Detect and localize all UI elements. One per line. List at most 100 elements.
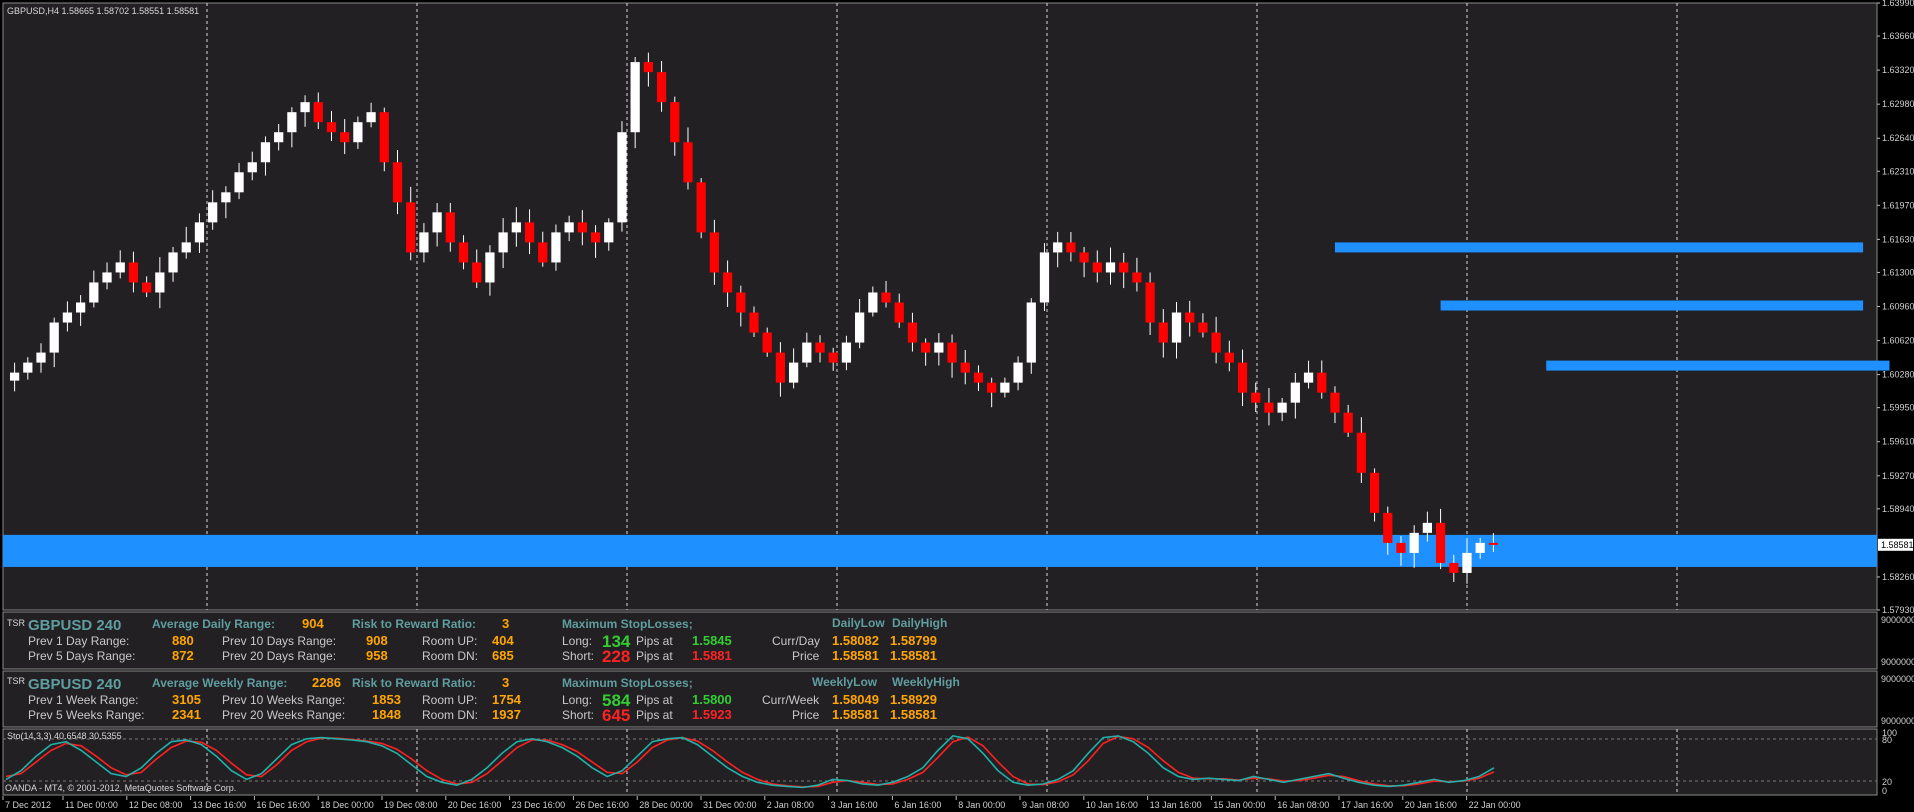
- short-pips: 645: [602, 706, 630, 725]
- candle-body: [287, 112, 297, 133]
- candle-body: [326, 122, 337, 133]
- avg-range-value: 2286: [312, 675, 341, 690]
- candle: [894, 293, 904, 328]
- candle: [617, 121, 627, 232]
- candle: [1343, 404, 1353, 437]
- time-tick-label: 8 Jan 00:00: [958, 800, 1005, 810]
- short-pips: 228: [602, 647, 630, 666]
- time-tick-label: 16 Jan 08:00: [1277, 800, 1329, 810]
- resistance-zone: [1334, 242, 1864, 253]
- room-up-value: 404: [492, 633, 514, 648]
- candle: [1224, 340, 1234, 372]
- candle: [802, 332, 812, 368]
- tsr-title: GBPUSD 240: [28, 676, 121, 693]
- candle-body: [300, 102, 310, 113]
- candle-body: [551, 232, 561, 263]
- candle-body: [498, 232, 508, 253]
- candle-body: [75, 302, 86, 313]
- candle: [208, 190, 218, 230]
- short-label: Short:: [562, 649, 594, 663]
- candle-body: [788, 362, 799, 383]
- candle: [1435, 508, 1446, 570]
- candle: [419, 223, 429, 263]
- tsr-weekly: TSR GBPUSD 240 Average Weekly Range: 228…: [7, 674, 1914, 726]
- price-tick-label: 1.62980: [1882, 99, 1914, 109]
- candle: [1330, 386, 1340, 424]
- resistance-zone: [1440, 300, 1864, 311]
- stoch-tick-label: 80: [1882, 735, 1892, 745]
- col-high-label: WeeklyHigh: [892, 675, 960, 689]
- room-dn-label: Room DN:: [422, 708, 478, 722]
- candle: [788, 348, 799, 389]
- candle-body: [1317, 372, 1327, 393]
- candle: [590, 225, 601, 258]
- room-dn-label: Room DN:: [422, 649, 478, 663]
- row1-value-b: 908: [366, 633, 388, 648]
- candle-body: [366, 112, 376, 123]
- row2-value-b: 1848: [372, 707, 401, 722]
- candle-body: [1343, 412, 1353, 433]
- candle: [194, 213, 205, 254]
- time-tick-label: 11 Dec 00:00: [65, 800, 118, 810]
- price-high: 1.58581: [890, 648, 937, 663]
- price-tick-label: 1.61300: [1882, 267, 1914, 277]
- rr-label: Risk to Reward Ratio:: [352, 617, 476, 631]
- price-label: Price: [792, 649, 820, 663]
- candle-body: [564, 222, 574, 233]
- candle-body: [1092, 262, 1102, 273]
- col-low-label: DailyLow: [832, 616, 885, 630]
- candle-body: [1237, 362, 1248, 393]
- candle-body: [617, 132, 627, 223]
- long-pips-at: Pips at: [636, 693, 673, 707]
- candle: [23, 357, 33, 380]
- candle: [181, 226, 191, 259]
- candle: [1251, 382, 1261, 413]
- candle-body: [115, 262, 125, 273]
- long-label: Long:: [562, 693, 592, 707]
- candle: [604, 218, 614, 251]
- time-tick-label: 3 Jan 16:00: [831, 800, 878, 810]
- tsr1-scale-bot: 9000000: [1881, 657, 1914, 667]
- candle-body: [1013, 362, 1023, 383]
- row1-label-b: Prev 10 Weeks Range:: [222, 693, 345, 707]
- candle: [1158, 309, 1168, 358]
- tsr-tag: TSR: [7, 618, 26, 628]
- candle-body: [36, 352, 46, 363]
- candle-body: [1475, 542, 1485, 553]
- candle: [1277, 398, 1287, 422]
- candle-body: [1211, 332, 1221, 353]
- candle-body: [696, 182, 706, 233]
- candle-body: [749, 312, 759, 333]
- candle-body: [1000, 382, 1010, 393]
- time-axis: 7 Dec 2012 11 Dec 00:00 12 Dec 08:00 13 Dec…: [2, 796, 1521, 810]
- candle-body: [683, 142, 693, 183]
- candle: [656, 61, 667, 112]
- candle-body: [921, 342, 931, 353]
- candle: [947, 334, 957, 378]
- time-tick-label: 2 Jan 08:00: [767, 800, 814, 810]
- curr-high: 1.58799: [890, 633, 937, 648]
- candle: [538, 231, 548, 267]
- candle: [49, 317, 59, 368]
- candle: [1185, 300, 1195, 337]
- candle-body: [392, 162, 403, 203]
- row2-value-b: 958: [366, 648, 388, 663]
- stoch-label: Sto(14,3,3) 40.6548 30.5355: [7, 731, 122, 741]
- candle-body: [855, 312, 865, 343]
- candle-body: [1079, 252, 1089, 263]
- time-tick-label: 18 Dec 00:00: [320, 800, 374, 810]
- candle: [1026, 298, 1036, 374]
- candle-body: [247, 162, 257, 173]
- candle: [1198, 313, 1208, 338]
- candle-body: [973, 372, 984, 383]
- curr-label: Curr/Day: [772, 634, 820, 648]
- candle: [670, 96, 680, 156]
- price-tick-label: 1.63990: [1882, 0, 1914, 8]
- time-tick-label: 20 Jan 16:00: [1405, 800, 1457, 810]
- candle-body: [722, 272, 733, 293]
- candle-body: [1066, 242, 1076, 253]
- candle: [1449, 554, 1459, 582]
- stoch-tick-label: 100: [1882, 728, 1897, 738]
- tsr-title: GBPUSD 240: [28, 617, 121, 634]
